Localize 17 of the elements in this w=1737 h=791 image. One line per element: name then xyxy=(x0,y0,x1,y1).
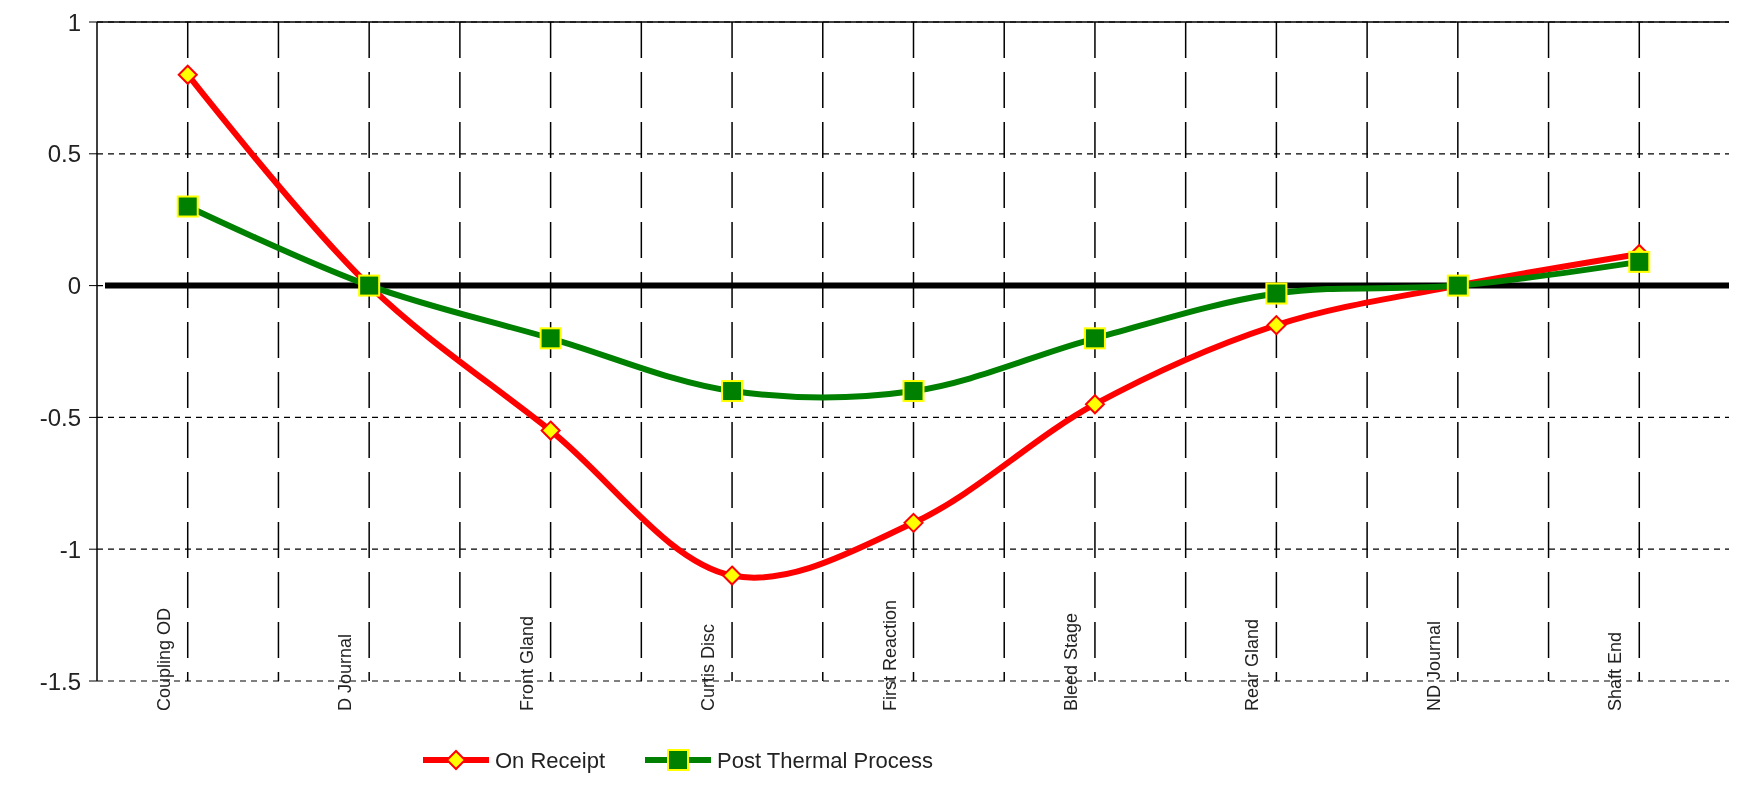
x-tick-label: First Reaction xyxy=(879,599,900,711)
y-tick-label: 0 xyxy=(67,272,81,300)
x-tick-label: D Journal xyxy=(335,633,356,711)
y-tick-label: -1 xyxy=(59,535,81,563)
x-tick-label: Bleed Stage xyxy=(1060,612,1081,711)
x-tick-label: Shaft End xyxy=(1605,631,1626,711)
x-tick-label: Rear Gland xyxy=(1242,618,1263,711)
legend-label: Post Thermal Process xyxy=(717,747,934,773)
x-tick-label: Coupling OD xyxy=(153,607,174,711)
y-tick-label: -1.5 xyxy=(39,667,81,695)
x-tick-label: Curtis Disc xyxy=(698,623,719,711)
x-tick-label: Front Gland xyxy=(516,615,537,711)
y-tick-label: -0.5 xyxy=(39,403,81,431)
x-tick-label: ND Journal xyxy=(1423,620,1444,711)
y-tick-label: 1 xyxy=(67,8,81,36)
y-tick-label: 0.5 xyxy=(47,140,81,168)
legend-label: On Receipt xyxy=(495,747,606,773)
